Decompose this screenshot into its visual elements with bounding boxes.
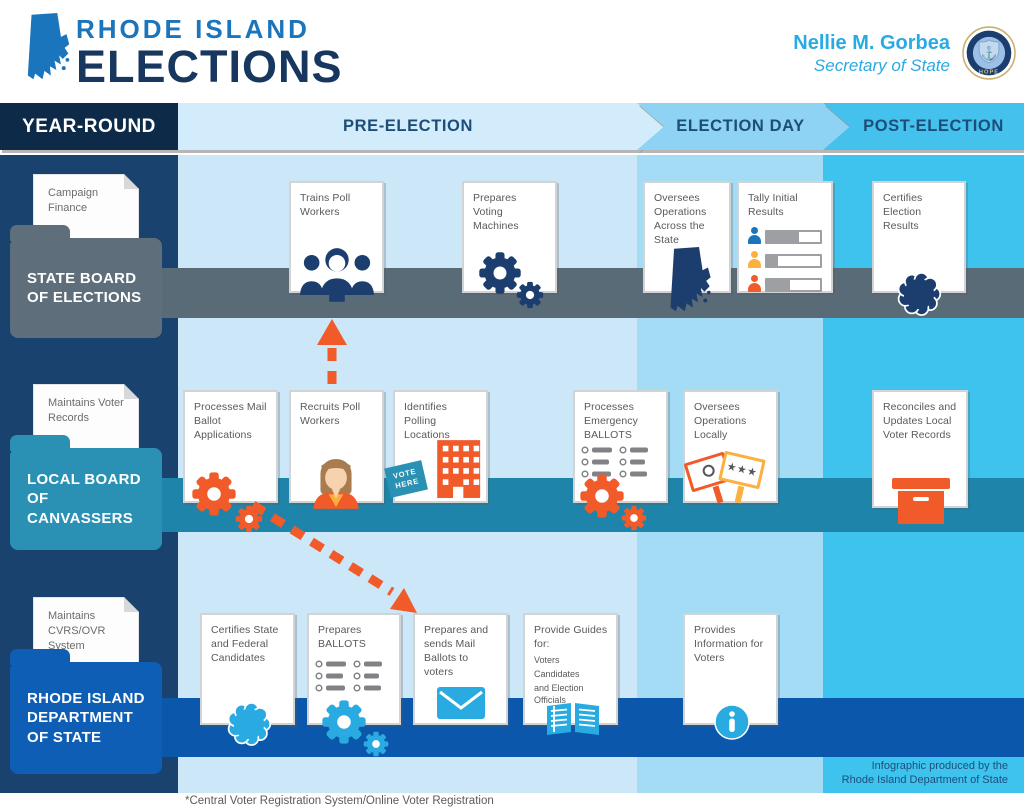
card-certifies-election-results: Certifies Election Results <box>872 181 966 316</box>
card-certifies-candidates: Certifies State and Federal Candidates <box>200 613 295 746</box>
credit-line1: Infographic produced by the <box>871 760 1008 772</box>
card-label: Certifies Election Results <box>883 192 923 232</box>
state-seal-icon: ⚓ HOPE <box>962 26 1016 80</box>
card-label: Prepares Voting Machines <box>473 192 519 232</box>
person-icon <box>748 226 761 244</box>
tally-row <box>748 274 823 292</box>
poll-worker-person-icon <box>313 459 359 509</box>
card-label: Trains Poll Workers <box>300 192 351 218</box>
page-title: RHODE ISLAND ELECTIONS <box>76 14 343 93</box>
credit-line2: Rhode Island Department of State <box>841 774 1008 787</box>
card-processes-mail-ballot-applications: Processes Mail Ballot Applications <box>183 390 278 533</box>
card-label: Provides Information for Voters <box>694 624 764 664</box>
card-label: Prepares BALLOTS <box>318 624 366 650</box>
card-label: Oversees Operations Across the State <box>654 192 707 246</box>
poll-workers-audience-icon <box>299 248 375 302</box>
org-label: RHODE ISLAND DEPARTMENT OF STATE <box>27 689 145 746</box>
gears-icon <box>322 700 366 744</box>
org-label: STATE BOARD OF ELECTIONS <box>27 269 142 307</box>
document-label: Maintains CVRS/OVR System <box>48 610 106 652</box>
tally-row <box>748 226 823 244</box>
card-label: Tally Initial Results <box>748 192 798 218</box>
phase-year-round: YEAR-ROUND <box>0 103 178 150</box>
ballot-box-icon <box>892 478 950 524</box>
card-label: Processes Mail Ballot Applications <box>194 401 267 441</box>
picket-sign-stars-icon: ★★★ <box>718 450 766 490</box>
card-prepares-ballots: Prepares BALLOTS <box>307 613 401 757</box>
folder-local-board-of-canvassers: LOCAL BOARD OF CANVASSERS <box>10 435 162 550</box>
footnote: *Central Voter Registration System/Onlin… <box>185 795 494 807</box>
phase-post-election: POST-ELECTION <box>823 103 1024 150</box>
card-label: Reconciles and Updates Local Voter Recor… <box>883 401 957 441</box>
tally-bar <box>765 229 822 244</box>
tally-bar <box>765 277 822 292</box>
card-provides-guides: Provide Guides for: Voters Candidates an… <box>523 613 618 735</box>
org-label: LOCAL BOARD OF CANVASSERS <box>27 470 141 527</box>
gears-icon <box>192 472 236 516</box>
picket-signs-icon: ★★★ <box>683 437 780 501</box>
credit: Infographic produced by the Rhode Island… <box>842 759 1008 788</box>
card-processes-emergency-ballots: Processes Emergency BALLOTS <box>573 390 668 531</box>
document-label: Campaign Finance <box>48 187 99 214</box>
card-prepares-mail-ballots: Prepares and sends Mail Ballots to voter… <box>413 613 508 725</box>
gear-small-icon <box>363 731 389 757</box>
page-header: RHODE ISLAND ELECTIONS Nellie M. Gorbea … <box>0 0 1024 103</box>
info-icon <box>714 704 750 740</box>
folder-state-board-of-elections: STATE BOARD OF ELECTIONS <box>10 225 162 338</box>
gear-small-icon <box>516 281 544 309</box>
card-recruits-poll-workers: Recruits Poll Workers <box>289 390 384 509</box>
official-name: Nellie M. Gorbea <box>793 32 950 54</box>
card-reconciles-voter-records: Reconciles and Updates Local Voter Recor… <box>872 390 968 524</box>
open-book-icon <box>547 703 599 735</box>
tally-row <box>748 250 823 268</box>
tally-bar <box>765 253 822 268</box>
official-block: Nellie M. Gorbea Secretary of State <box>793 32 950 76</box>
folder-ri-department-of-state: RHODE ISLAND DEPARTMENT OF STATE <box>10 649 162 774</box>
title-line2: ELECTIONS <box>76 41 343 92</box>
rhode-island-logo-icon <box>27 12 70 80</box>
phase-year-round-label: YEAR-ROUND <box>0 103 178 150</box>
gears-icon <box>580 474 624 518</box>
document-label: Maintains Voter Records <box>48 397 124 424</box>
person-icon <box>748 250 761 268</box>
card-label: Certifies State and Federal Candidates <box>211 624 279 664</box>
polling-place-building-icon <box>437 440 481 498</box>
card-label: Oversees Operations Locally <box>694 401 747 441</box>
card-provides-information: Provides Information for Voters <box>683 613 778 740</box>
ballot-list-icon <box>315 660 383 692</box>
envelope-icon <box>437 687 485 719</box>
phase-pre-election: PRE-ELECTION <box>178 103 665 150</box>
card-identifies-polling-locations: Identifies Polling Locations VOTE HERE <box>384 390 488 503</box>
card-tally-initial-results: Tally Initial Results <box>737 181 833 293</box>
card-trains-poll-workers: Trains Poll Workers <box>289 181 384 302</box>
card-label: Processes Emergency BALLOTS <box>584 401 639 441</box>
title-line1: RHODE ISLAND <box>76 14 310 44</box>
phase-election-day: ELECTION DAY <box>637 103 850 150</box>
official-title: Secretary of State <box>813 56 950 75</box>
card-sublabel-line: and Election Officials <box>534 683 584 706</box>
phase-election-day-label: ELECTION DAY <box>637 103 850 150</box>
card-label: Identifies Polling Locations <box>404 401 450 441</box>
person-icon <box>748 274 761 292</box>
gear-small-icon <box>621 505 647 531</box>
card-sublabel-line: Candidates <box>534 668 580 679</box>
card-label: Recruits Poll Workers <box>300 401 361 427</box>
card-oversees-operations-state: Oversees Operations Across the State <box>643 181 731 312</box>
card-label: Provide Guides for: <box>534 624 608 650</box>
anchor-icon: ⚓ <box>981 45 998 61</box>
seal-badge-icon <box>227 702 272 746</box>
rhode-island-map-icon <box>670 247 711 312</box>
card-label: Prepares and sends Mail Ballots to voter… <box>424 624 489 678</box>
tally-bars-icon <box>748 226 823 292</box>
phase-pre-election-label: PRE-ELECTION <box>178 103 665 150</box>
gear-small-icon <box>235 505 263 533</box>
card-oversees-operations-locally: Oversees Operations Locally ★★★ <box>683 390 778 503</box>
seal-badge-icon <box>897 272 942 316</box>
phase-post-election-label: POST-ELECTION <box>823 103 1024 150</box>
card-sublabel-line: Voters <box>534 654 560 665</box>
card-prepares-voting-machines: Prepares Voting Machines <box>462 181 557 309</box>
seal-motto: HOPE <box>979 69 999 75</box>
